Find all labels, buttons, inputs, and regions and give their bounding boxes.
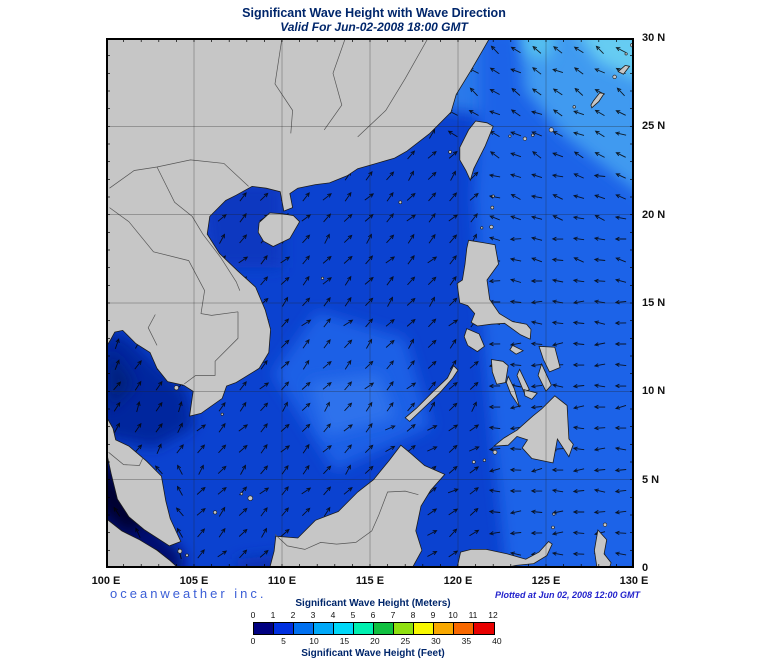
lat-label: 20 N [642, 208, 666, 221]
map-layers [106, 38, 634, 568]
feet-tick: 30 [431, 636, 441, 646]
lat-label: 5 N [642, 473, 660, 486]
meters-tick: 8 [410, 610, 416, 620]
meters-tick: 5 [350, 610, 356, 620]
branding-text: oceanweather inc. [110, 586, 267, 601]
meters-tick: 4 [330, 610, 336, 620]
grid-layer [106, 38, 634, 568]
legend-meters-title: Significant Wave Height (Meters) [295, 598, 451, 609]
lon-label: 125 E [531, 575, 561, 587]
lon-label: 120 E [443, 575, 473, 587]
lat-label: 15 N [642, 297, 666, 309]
meters-tick: 9 [430, 610, 436, 620]
lat-label: 0 [642, 562, 649, 574]
map-canvas [106, 38, 634, 568]
colorbar-cell [394, 623, 414, 634]
page-subtitle: Valid For Jun-02-2008 18:00 GMT [280, 20, 468, 34]
colorbar-cell [474, 623, 494, 634]
lat-label: 30 N [642, 32, 666, 44]
lon-label: 105 E [179, 575, 209, 587]
colorbar-cell [414, 623, 434, 634]
plotted-at-text: Plotted at Jun 02, 2008 12:00 GMT [494, 590, 640, 600]
lon-label: 100 E [91, 575, 121, 587]
lon-label: 115 E [355, 575, 385, 587]
feet-tick: 35 [461, 636, 472, 646]
colorbar-cell [434, 623, 454, 634]
map-frame [106, 38, 634, 568]
meters-tick: 12 [488, 610, 498, 620]
colorbar [253, 622, 495, 635]
lat-label: 10 N [642, 385, 666, 398]
feet-tick: 40 [492, 636, 502, 646]
lon-label: 130 E [619, 575, 649, 587]
map-container [106, 38, 634, 568]
feet-tick: 20 [370, 636, 380, 646]
lon-label: 110 E [267, 575, 297, 587]
feet-tick: 5 [281, 636, 286, 646]
colorbar-cell [354, 623, 374, 634]
colorbar-cell [454, 623, 474, 634]
feet-tick: 15 [339, 636, 350, 646]
meters-tick: 11 [468, 610, 478, 620]
colorbar-cell [314, 623, 334, 634]
meters-tick: 10 [448, 610, 458, 620]
colorbar-cell [274, 623, 294, 634]
lat-label: 25 N [642, 120, 666, 133]
meters-tick: 6 [370, 610, 376, 620]
meters-tick: 2 [290, 610, 296, 620]
feet-tick: 25 [400, 636, 411, 646]
meters-tick: 7 [390, 610, 396, 620]
page-title: Significant Wave Height with Wave Direct… [242, 6, 506, 20]
feet-tick: 0 [250, 636, 256, 646]
feet-tick: 10 [309, 636, 319, 646]
legend-feet-title: Significant Wave Height (Feet) [301, 648, 445, 659]
land-layer [106, 38, 634, 568]
colorbar-cell [254, 623, 274, 634]
meters-tick: 0 [250, 610, 256, 620]
colorbar-cell [294, 623, 314, 634]
colorbar-cell [334, 623, 354, 634]
meters-tick: 3 [310, 610, 316, 620]
colorbar-cell [374, 623, 394, 634]
meters-tick: 1 [270, 610, 276, 620]
